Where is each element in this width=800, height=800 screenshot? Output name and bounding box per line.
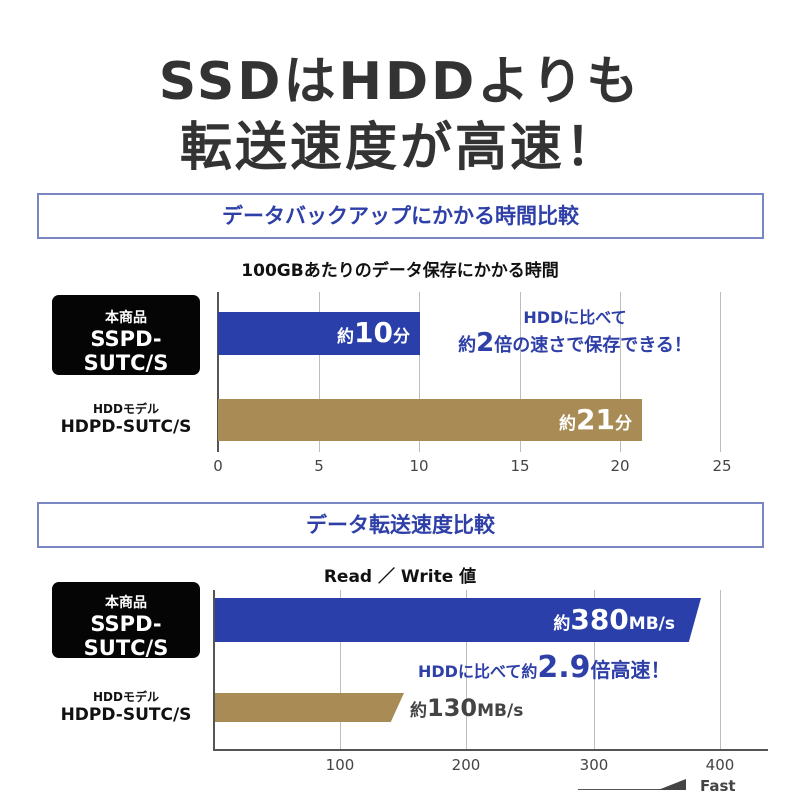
- section1-subtitle: 100GBあたりのデータ保存にかかる時間: [241, 261, 559, 281]
- gridline: [466, 590, 467, 750]
- ssd-time-value: 約10分: [337, 316, 410, 349]
- fast-arrow-line: [578, 789, 686, 790]
- x-tick: 20: [610, 457, 630, 475]
- headline-line2: 転送速度が高速！: [179, 118, 620, 178]
- gridline: [594, 590, 595, 750]
- hdd-time-value: 約21分: [559, 403, 632, 436]
- gridline: [620, 292, 621, 452]
- ssd-speed-bar: [215, 598, 701, 642]
- x-tick: 5: [314, 457, 324, 475]
- y-axis: [217, 292, 219, 452]
- gridline: [340, 590, 341, 750]
- x-tick: 15: [510, 457, 530, 475]
- backup-callout-line2: 約2倍の速さで保存できる！: [458, 328, 692, 358]
- gridline: [520, 292, 521, 452]
- headline-line1: SSDはHDDよりも: [158, 52, 642, 112]
- speed-callout: HDDに比べて約2.9倍高速！: [418, 650, 671, 685]
- x-tick: 100: [325, 756, 355, 774]
- gridline: [720, 590, 721, 750]
- x-tick: 200: [451, 756, 481, 774]
- ssd-speed-value: 約380MB/s: [553, 603, 675, 636]
- x-tick: 10: [409, 457, 429, 475]
- y-axis: [213, 590, 215, 751]
- gridline: [720, 292, 721, 452]
- x-tick: 25: [712, 457, 732, 475]
- ssd-model-label: 本商品 SSPD-SUTC/S: [52, 295, 200, 375]
- hdd-time-bar: [218, 399, 642, 441]
- gridline: [419, 292, 420, 452]
- section2-subtitle: Read ／ Write 値: [323, 567, 477, 587]
- hdd-speed-bar: [215, 693, 404, 722]
- fast-label: Fast: [700, 777, 736, 795]
- gridline: [319, 292, 320, 452]
- section1-title: データバックアップにかかる時間比較: [37, 193, 764, 239]
- fast-arrow-icon: [658, 779, 686, 790]
- x-tick: 300: [579, 756, 609, 774]
- x-tick: 0: [213, 457, 223, 475]
- x-tick: 400: [705, 756, 735, 774]
- backup-callout-line1: HDDに比べて: [523, 308, 627, 327]
- ssd-time-bar: [218, 312, 420, 355]
- ssd-model-label: 本商品 SSPD-SUTC/S: [52, 582, 200, 660]
- hdd-model-label: HDDモデル HDPD-SUTC/S: [60, 690, 192, 725]
- hdd-speed-value: 約130MB/s: [410, 694, 524, 722]
- hdd-model-label: HDDモデル HDPD-SUTC/S: [60, 402, 192, 437]
- x-axis: [213, 749, 768, 751]
- section2-title: データ転送速度比較: [37, 502, 764, 548]
